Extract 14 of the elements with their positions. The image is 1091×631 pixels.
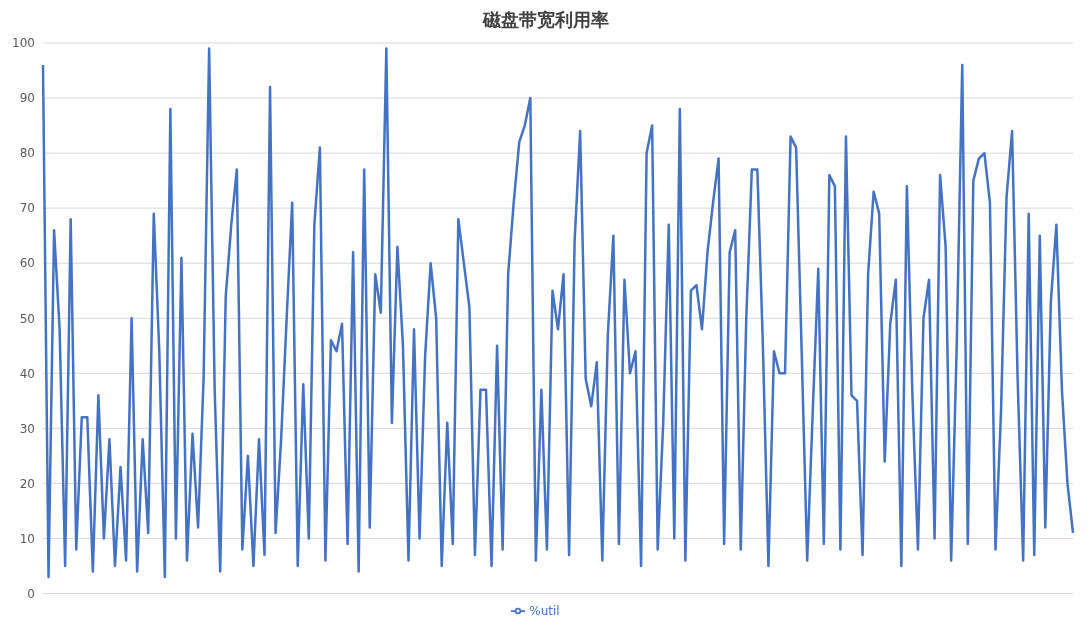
y-tick-label: 0 xyxy=(27,586,35,601)
y-tick-label: 80 xyxy=(19,146,35,161)
y-tick-label: 30 xyxy=(19,421,35,436)
legend-label: %util xyxy=(529,603,560,618)
y-tick-label: 70 xyxy=(19,201,35,216)
y-tick-label: 60 xyxy=(19,256,35,271)
y-tick-label: 50 xyxy=(19,311,35,326)
y-tick-label: 40 xyxy=(19,366,35,381)
y-tick-label: 100 xyxy=(12,36,35,51)
y-tick-label: 90 xyxy=(19,91,35,106)
line-series xyxy=(41,47,1075,579)
y-tick-label: 10 xyxy=(19,531,35,546)
y-tick-label: 20 xyxy=(19,476,35,491)
chart-title: 磁盘带宽利用率 xyxy=(481,8,610,32)
